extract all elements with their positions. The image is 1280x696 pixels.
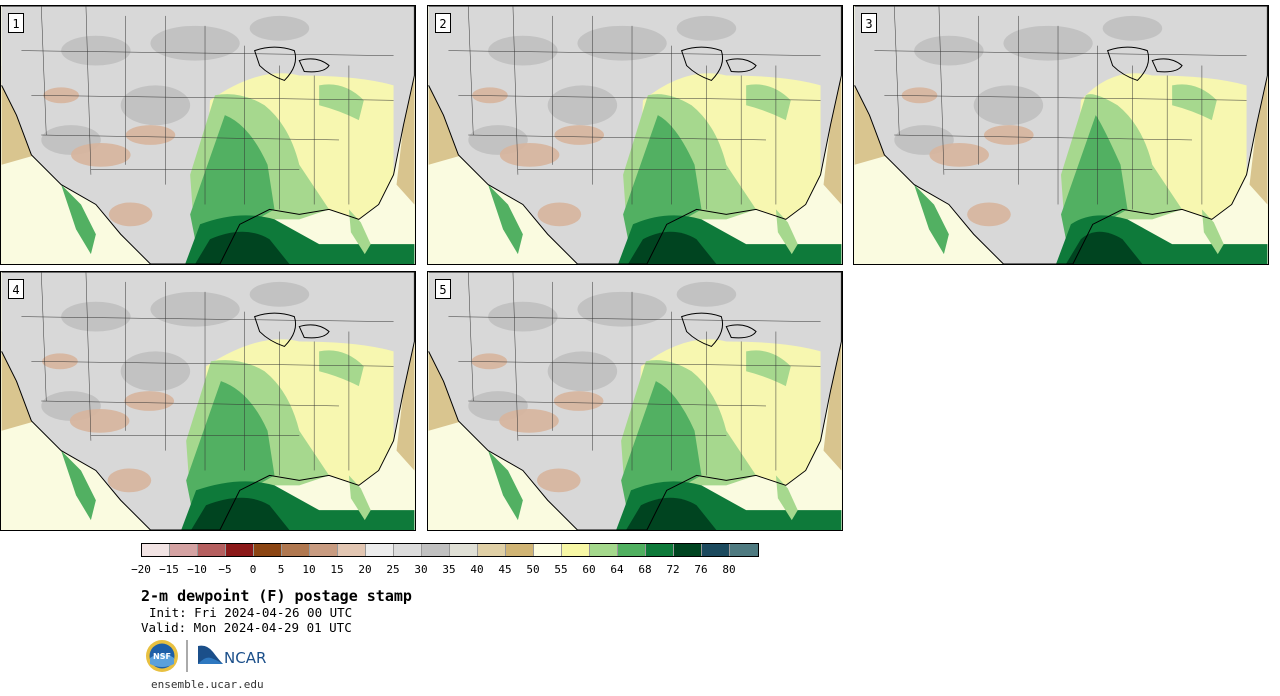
postage-stamp-map-2[interactable]: 2 <box>427 5 843 265</box>
legend-swatch <box>674 544 702 556</box>
nsf-logo-text: NSF <box>153 652 171 661</box>
legend-swatch <box>478 544 506 556</box>
legend-swatch <box>226 544 254 556</box>
legend-tick-label: 5 <box>277 563 285 576</box>
dewpoint-color-legend <box>141 543 759 557</box>
init-time: Init: Fri 2024-04-26 00 UTC <box>149 605 353 620</box>
legend-swatch <box>702 544 730 556</box>
legend-tick-labels: −20 −15 −10 −5 0 5 10 15 20 25 30 35 40 45 50 55 60 64 68 7… <box>131 563 761 577</box>
legend-swatch <box>562 544 590 556</box>
legend-tick-label: 25 <box>386 563 400 576</box>
legend-tick-label: 45 <box>498 563 512 576</box>
legend-swatch <box>254 544 282 556</box>
map-canvas <box>854 6 1268 264</box>
legend-swatch <box>170 544 198 556</box>
map-canvas <box>428 272 842 530</box>
legend-swatch <box>506 544 534 556</box>
map-canvas <box>1 6 415 264</box>
postage-stamp-map-1[interactable]: 1 <box>0 5 416 265</box>
legend-tick-label: 72 <box>666 563 680 576</box>
legend-swatch <box>646 544 674 556</box>
legend-tick-label: 40 <box>470 563 484 576</box>
legend-tick-label: 20 <box>358 563 372 576</box>
panel-number: 4 <box>8 279 24 299</box>
postage-stamp-map-5[interactable]: 5 <box>427 271 843 531</box>
legend-swatch <box>338 544 366 556</box>
ncar-logo-icon: NCAR <box>198 645 266 667</box>
legend-tick-label: 35 <box>442 563 456 576</box>
legend-swatch <box>590 544 618 556</box>
legend-tick-label: −5 <box>218 563 232 576</box>
legend-tick-label: 0 <box>249 563 257 576</box>
legend-tick-label: 68 <box>638 563 652 576</box>
legend-swatch <box>534 544 562 556</box>
panel-number: 1 <box>8 13 24 33</box>
legend-tick-label: −20 <box>131 563 151 576</box>
postage-stamp-map-3[interactable]: 3 <box>853 5 1269 265</box>
panel-number: 2 <box>435 13 451 33</box>
legend-tick-label: 64 <box>610 563 624 576</box>
logos: NSF NCAR <box>146 640 266 672</box>
legend-swatch <box>730 544 758 556</box>
legend-swatch <box>422 544 450 556</box>
map-canvas <box>428 6 842 264</box>
legend-swatch <box>198 544 226 556</box>
legend-swatch <box>366 544 394 556</box>
legend-tick-label: 55 <box>554 563 568 576</box>
panel-number: 3 <box>861 13 877 33</box>
legend-tick-label: 15 <box>330 563 344 576</box>
valid-time: Valid: Mon 2024-04-29 01 UTC <box>141 620 352 635</box>
legend-swatch <box>618 544 646 556</box>
legend-tick-label: 60 <box>582 563 596 576</box>
legend-swatch <box>310 544 338 556</box>
legend-swatch <box>282 544 310 556</box>
legend-tick-label: 76 <box>694 563 708 576</box>
nsf-logo-icon: NSF <box>146 640 178 672</box>
legend-tick-label: −10 <box>187 563 207 576</box>
legend-tick-label: 80 <box>722 563 736 576</box>
site-url[interactable]: ensemble.ucar.edu <box>151 678 264 691</box>
ncar-logo-text: NCAR <box>224 649 266 667</box>
legend-tick-label: 30 <box>414 563 428 576</box>
legend-tick-label: 50 <box>526 563 540 576</box>
legend-tick-label: 10 <box>302 563 316 576</box>
panel-number: 5 <box>435 279 451 299</box>
figure-title: 2-m dewpoint (F) postage stamp <box>141 587 412 605</box>
postage-stamp-map-4[interactable]: 4 <box>0 271 416 531</box>
legend-swatch <box>394 544 422 556</box>
legend-swatch <box>142 544 170 556</box>
legend-swatch <box>450 544 478 556</box>
map-canvas <box>1 272 415 530</box>
legend-tick-label: −15 <box>159 563 179 576</box>
